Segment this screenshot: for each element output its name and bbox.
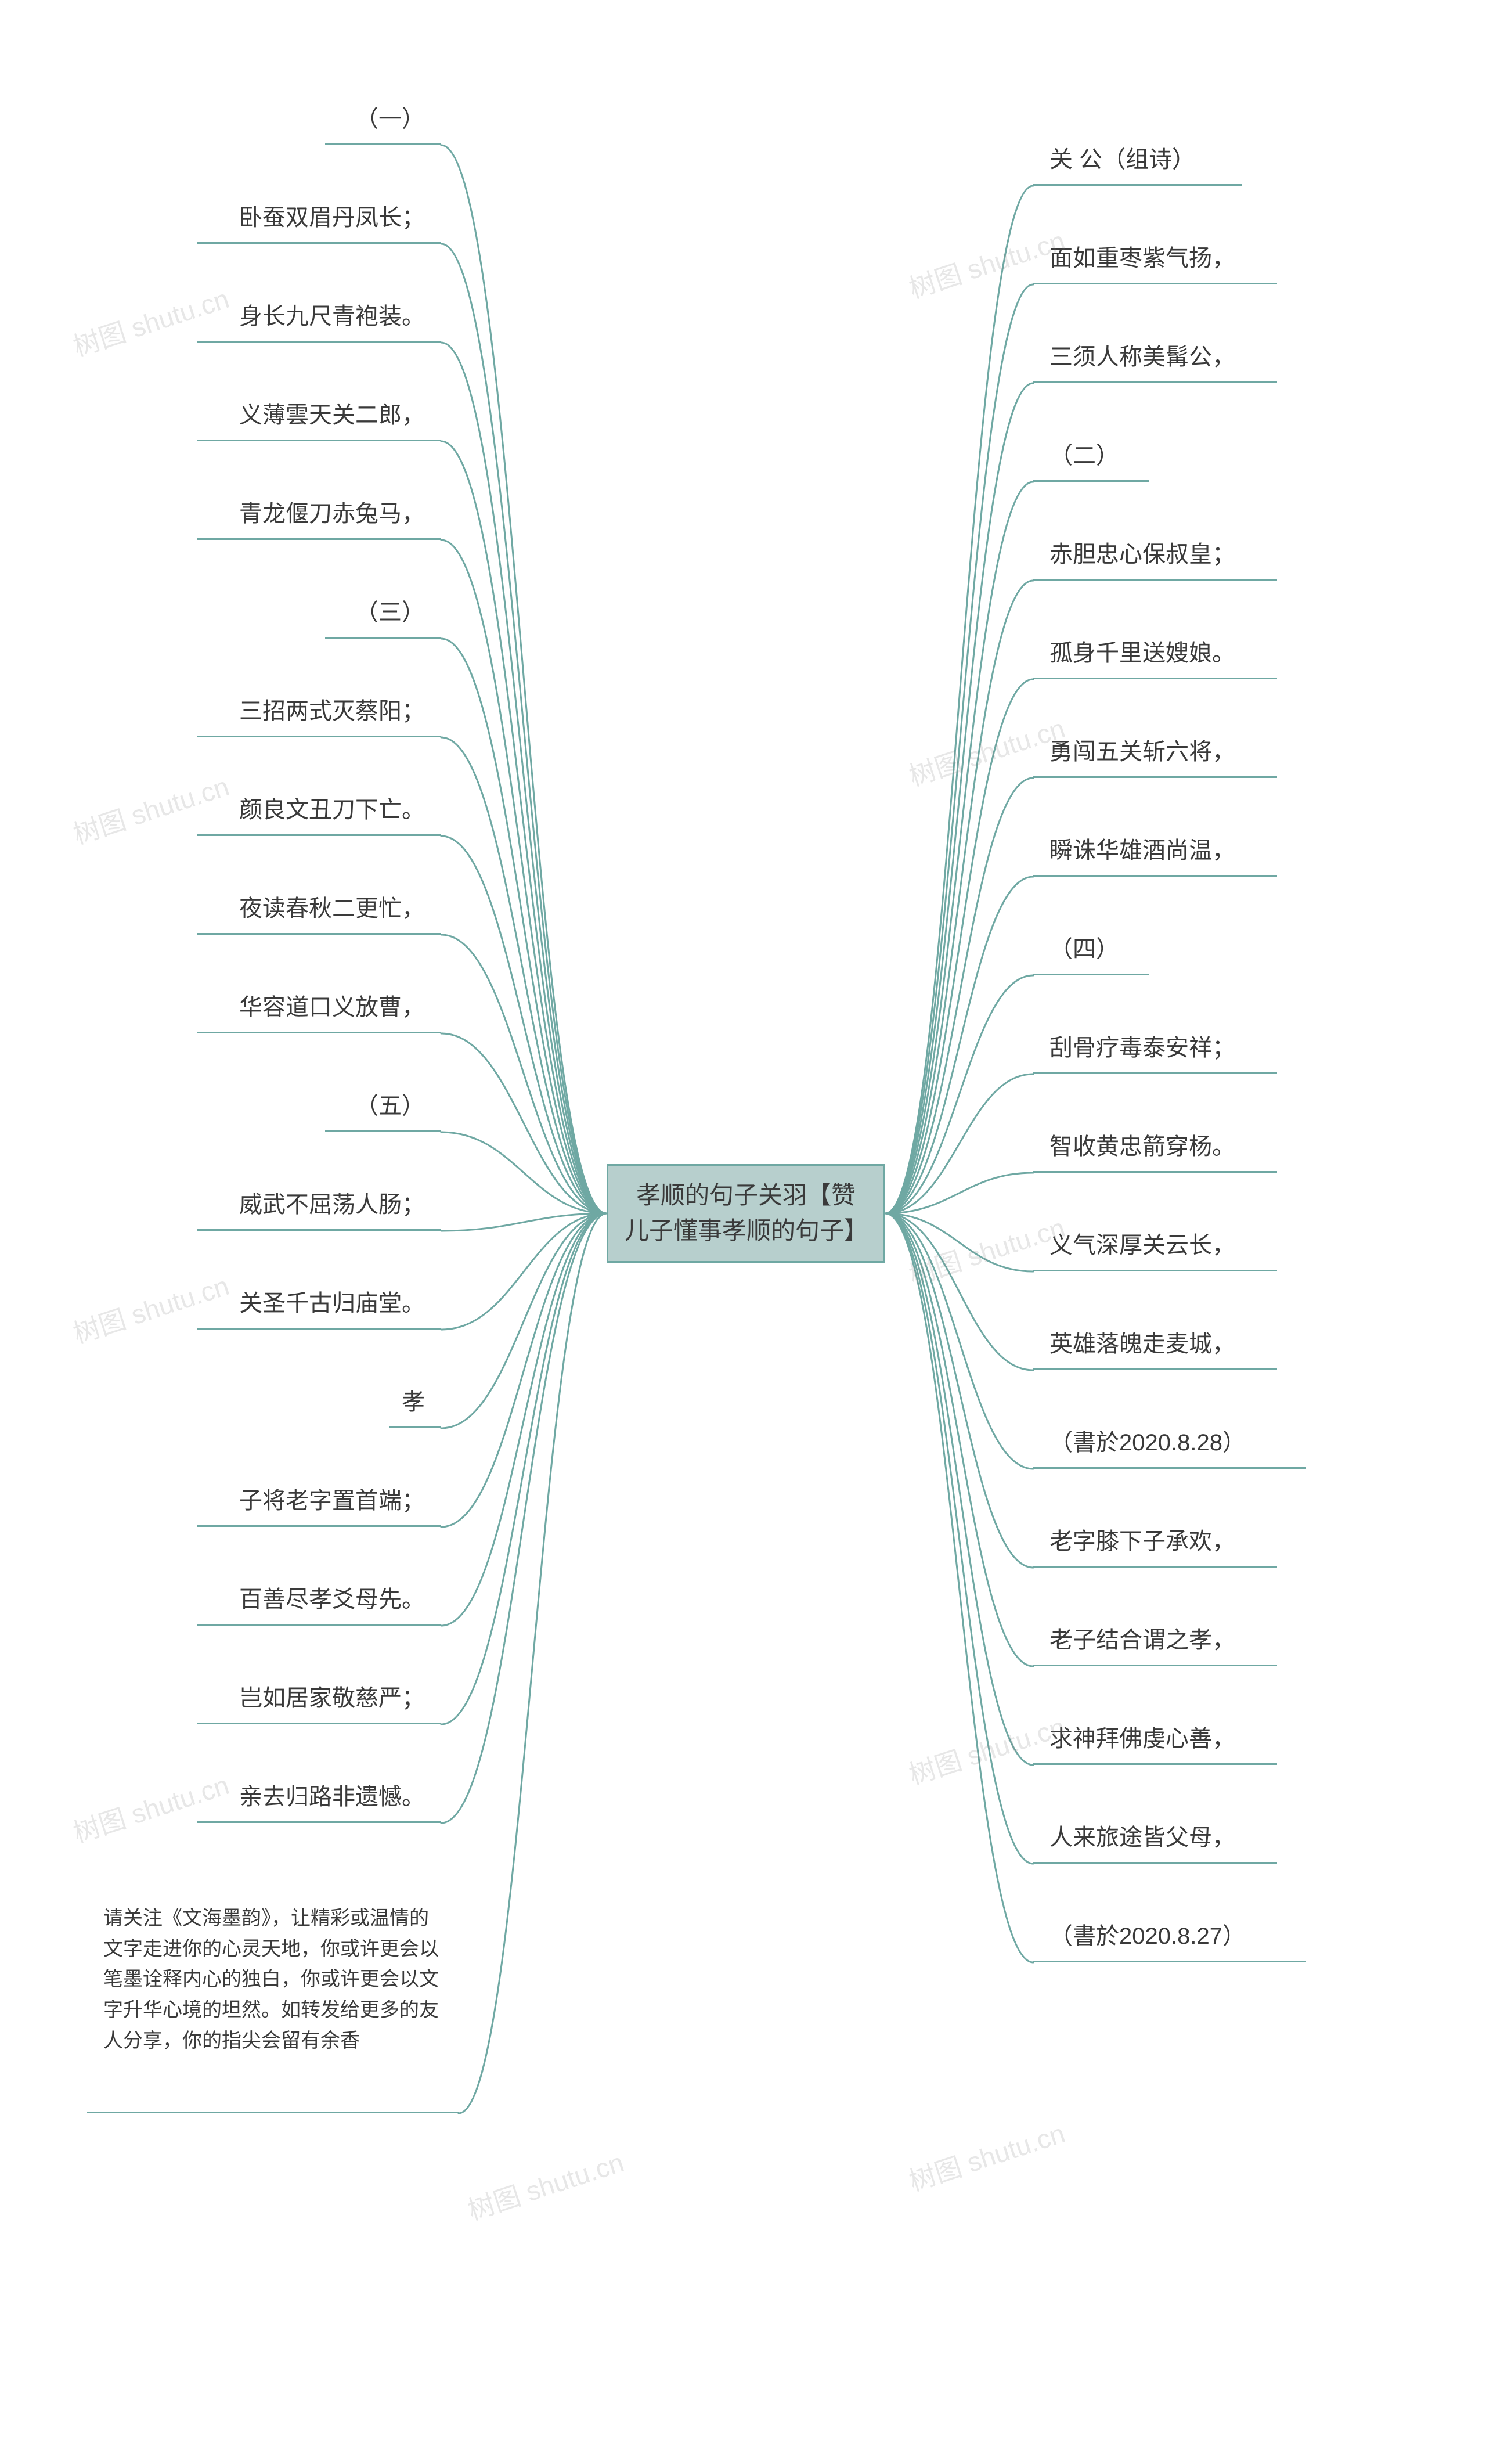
right-node-14[interactable]: 老字膝下子承欢， xyxy=(1033,1515,1277,1568)
left-node-11[interactable]: 威武不屈荡人肠； xyxy=(197,1179,441,1231)
right-node-4[interactable]: 赤胆忠心保叔皇； xyxy=(1033,528,1277,581)
right-node-18[interactable]: （書於2020.8.27） xyxy=(1033,1910,1306,1962)
node-underline xyxy=(1033,974,1149,975)
left-node-13[interactable]: 孝 xyxy=(389,1376,441,1428)
right-node-16[interactable]: 求神拜佛虔心善， xyxy=(1033,1713,1277,1765)
left-node-15[interactable]: 百善尽孝爻母先。 xyxy=(197,1573,441,1626)
node-underline xyxy=(389,1426,441,1428)
right-node-0[interactable]: 关 公（组诗） xyxy=(1033,134,1242,186)
right-node-12[interactable]: 英雄落魄走麦城， xyxy=(1033,1318,1277,1370)
node-underline xyxy=(1033,283,1277,284)
node-underline xyxy=(197,736,441,737)
node-underline xyxy=(1033,1961,1306,1962)
node-underline xyxy=(1033,381,1277,383)
node-underline xyxy=(197,1525,441,1527)
left-node-6[interactable]: 三招两式灭蔡阳； xyxy=(197,685,441,737)
right-node-10[interactable]: 智收黄忠箭穿杨。 xyxy=(1033,1121,1277,1173)
node-underline xyxy=(197,440,441,441)
left-node-10[interactable]: （五） xyxy=(325,1080,441,1132)
node-underline xyxy=(87,2112,459,2113)
left-node-0[interactable]: （一） xyxy=(325,93,441,145)
left-node-4[interactable]: 青龙偃刀赤兔马， xyxy=(197,488,441,540)
right-node-8[interactable]: （四） xyxy=(1033,923,1149,975)
node-underline xyxy=(197,1229,441,1231)
left-node-2[interactable]: 身长九尺青袍装。 xyxy=(197,290,441,343)
node-underline xyxy=(1033,184,1242,186)
left-node-16[interactable]: 岂如居家敬慈严； xyxy=(197,1672,441,1724)
node-underline xyxy=(197,933,441,935)
left-node-9[interactable]: 华容道口义放曹， xyxy=(197,981,441,1033)
node-underline xyxy=(1033,875,1277,877)
node-underline xyxy=(1033,1665,1277,1666)
node-underline xyxy=(325,1130,441,1132)
left-node-12[interactable]: 关圣千古归庙堂。 xyxy=(197,1277,441,1330)
right-node-7[interactable]: 瞬诛华雄酒尚温， xyxy=(1033,824,1277,877)
node-underline xyxy=(1033,1368,1277,1370)
node-underline xyxy=(197,1328,441,1330)
node-underline xyxy=(1033,1566,1277,1568)
node-underline xyxy=(1033,579,1277,581)
node-underline xyxy=(197,242,441,244)
node-underline xyxy=(1033,678,1277,679)
right-node-11[interactable]: 义气深厚关云长， xyxy=(1033,1219,1277,1271)
right-node-17[interactable]: 人来旅途皆父母， xyxy=(1033,1811,1277,1864)
node-underline xyxy=(1033,1270,1277,1271)
watermark-8: 树图 shutu.cn xyxy=(463,2142,628,2228)
node-underline xyxy=(325,143,441,145)
right-node-6[interactable]: 勇闯五关斩六将， xyxy=(1033,726,1277,778)
node-underline xyxy=(1033,1467,1306,1469)
left-node-14[interactable]: 子将老字置首端； xyxy=(197,1475,441,1527)
left-node-18[interactable]: 请关注《文海墨韵》，让精彩或温情的文字走进你的心灵天地，你或许更会以笔墨诠释内心… xyxy=(87,1893,459,2113)
right-node-13[interactable]: （書於2020.8.28） xyxy=(1033,1417,1306,1469)
node-underline xyxy=(197,1723,441,1724)
node-underline xyxy=(1033,1862,1277,1864)
right-node-9[interactable]: 刮骨疗毒泰安祥； xyxy=(1033,1022,1277,1074)
left-node-7[interactable]: 颜良文丑刀下亡。 xyxy=(197,784,441,836)
node-underline xyxy=(197,1624,441,1626)
node-underline xyxy=(325,637,441,639)
node-underline xyxy=(1033,1763,1277,1765)
node-underline xyxy=(197,341,441,343)
left-node-8[interactable]: 夜读春秋二更忙， xyxy=(197,882,441,935)
node-underline xyxy=(197,538,441,540)
node-underline xyxy=(197,1821,441,1823)
node-underline xyxy=(1033,480,1149,482)
left-node-17[interactable]: 亲去归路非遗憾。 xyxy=(197,1771,441,1823)
right-node-3[interactable]: （二） xyxy=(1033,430,1149,482)
left-node-5[interactable]: （三） xyxy=(325,586,441,639)
right-node-15[interactable]: 老子结合谓之孝， xyxy=(1033,1614,1277,1666)
right-node-2[interactable]: 三须人称美髯公， xyxy=(1033,331,1277,383)
node-underline xyxy=(1033,1072,1277,1074)
left-node-1[interactable]: 卧蚕双眉丹凤长； xyxy=(197,192,441,244)
watermark-9: 树图 shutu.cn xyxy=(904,2113,1069,2199)
node-underline xyxy=(197,1032,441,1033)
node-underline xyxy=(1033,776,1277,778)
right-node-1[interactable]: 面如重枣紫气扬， xyxy=(1033,232,1277,284)
node-underline xyxy=(1033,1171,1277,1173)
mindmap-canvas: 孝顺的句子关羽【赞儿子懂事孝顺的句子】 关 公（组诗） 面如重枣紫气扬， 三须人称美髯… xyxy=(0,0,1486,2464)
center-node[interactable]: 孝顺的句子关羽【赞儿子懂事孝顺的句子】 xyxy=(607,1164,885,1263)
left-node-3[interactable]: 义薄雲天关二郎， xyxy=(197,389,441,441)
right-node-5[interactable]: 孤身千里送嫂娘。 xyxy=(1033,627,1277,679)
node-underline xyxy=(197,834,441,836)
